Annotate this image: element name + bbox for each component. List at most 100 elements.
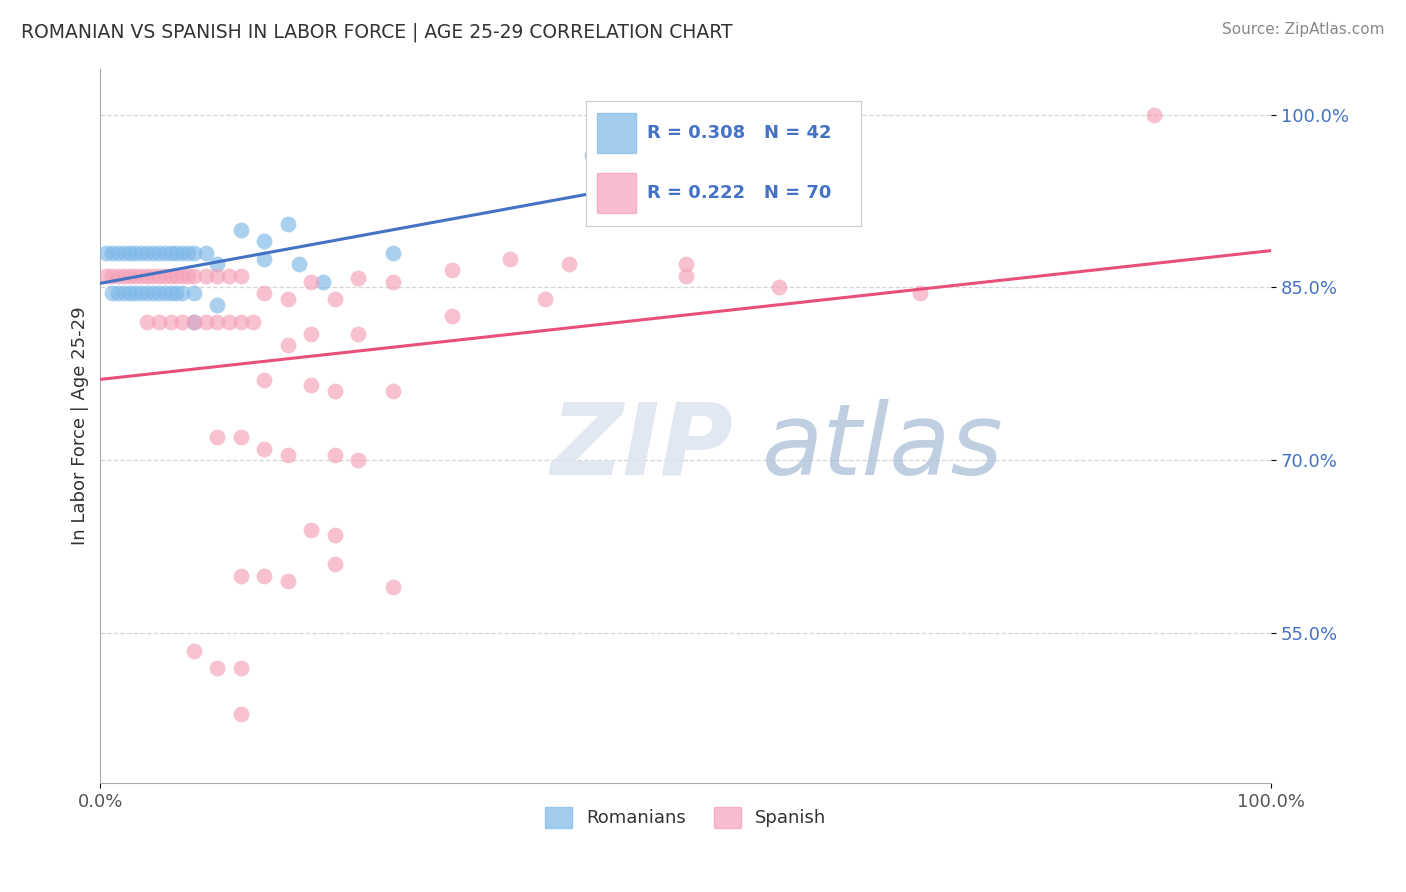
Point — [165, 246, 187, 260]
Point — [101, 286, 124, 301]
Point — [136, 315, 159, 329]
Point — [299, 275, 322, 289]
Legend: Romanians, Spanish: Romanians, Spanish — [538, 799, 834, 835]
Point — [229, 706, 252, 721]
Point — [229, 223, 252, 237]
Point — [118, 286, 141, 301]
Point — [323, 448, 346, 462]
Point — [229, 430, 252, 444]
Point — [183, 268, 205, 283]
Point — [148, 315, 170, 329]
Point — [675, 257, 697, 271]
Point — [159, 286, 181, 301]
Point — [172, 246, 194, 260]
Point — [165, 286, 187, 301]
Point — [347, 326, 370, 341]
Point — [253, 252, 276, 266]
Point — [299, 523, 322, 537]
Point — [177, 246, 200, 260]
Point — [347, 453, 370, 467]
Point — [253, 235, 276, 249]
Point — [96, 268, 118, 283]
Point — [218, 315, 240, 329]
Point — [194, 268, 217, 283]
Point — [382, 246, 405, 260]
Point — [148, 246, 170, 260]
Point — [207, 257, 229, 271]
Point — [440, 263, 463, 277]
Point — [382, 275, 405, 289]
Point — [112, 246, 135, 260]
Point — [253, 568, 276, 582]
Point — [323, 384, 346, 399]
Point — [229, 315, 252, 329]
Point — [207, 315, 229, 329]
Point — [1143, 107, 1166, 121]
Point — [142, 246, 165, 260]
Point — [142, 286, 165, 301]
Text: Source: ZipAtlas.com: Source: ZipAtlas.com — [1222, 22, 1385, 37]
Point — [183, 246, 205, 260]
Point — [382, 384, 405, 399]
Point — [165, 268, 187, 283]
Point — [124, 246, 146, 260]
Point — [172, 286, 194, 301]
Point — [136, 246, 159, 260]
Point — [229, 568, 252, 582]
Text: ROMANIAN VS SPANISH IN LABOR FORCE | AGE 25-29 CORRELATION CHART: ROMANIAN VS SPANISH IN LABOR FORCE | AGE… — [21, 22, 733, 42]
Point — [159, 268, 181, 283]
Point — [312, 275, 335, 289]
Point — [101, 246, 124, 260]
Point — [183, 315, 205, 329]
Point — [124, 286, 146, 301]
Y-axis label: In Labor Force | Age 25-29: In Labor Force | Age 25-29 — [72, 307, 89, 545]
Point — [194, 246, 217, 260]
Point — [382, 580, 405, 594]
Point — [440, 310, 463, 324]
Point — [908, 286, 931, 301]
Point — [112, 268, 135, 283]
Point — [183, 286, 205, 301]
Point — [101, 268, 124, 283]
Point — [253, 373, 276, 387]
Point — [242, 315, 264, 329]
Point — [159, 246, 181, 260]
Point — [277, 338, 299, 352]
Point — [96, 246, 118, 260]
Point — [323, 292, 346, 306]
Point — [288, 257, 311, 271]
Point — [277, 292, 299, 306]
Point — [131, 246, 153, 260]
Point — [207, 268, 229, 283]
Point — [253, 286, 276, 301]
Point — [148, 286, 170, 301]
Point — [177, 268, 200, 283]
Point — [107, 286, 129, 301]
Point — [675, 268, 697, 283]
Point — [207, 430, 229, 444]
Point — [131, 286, 153, 301]
Text: ZIP: ZIP — [551, 399, 734, 496]
Point — [142, 268, 165, 283]
Point — [136, 268, 159, 283]
Point — [172, 268, 194, 283]
Point — [207, 298, 229, 312]
Point — [218, 268, 240, 283]
Point — [118, 246, 141, 260]
Point — [229, 661, 252, 675]
Point — [277, 448, 299, 462]
Point — [323, 557, 346, 571]
Point — [347, 271, 370, 285]
Point — [153, 268, 176, 283]
Point — [183, 643, 205, 657]
Point — [277, 574, 299, 589]
Point — [159, 315, 181, 329]
Point — [153, 246, 176, 260]
Point — [194, 315, 217, 329]
Point — [277, 217, 299, 231]
Point — [299, 378, 322, 392]
Point — [131, 268, 153, 283]
Point — [136, 286, 159, 301]
Point — [207, 661, 229, 675]
Point — [148, 268, 170, 283]
